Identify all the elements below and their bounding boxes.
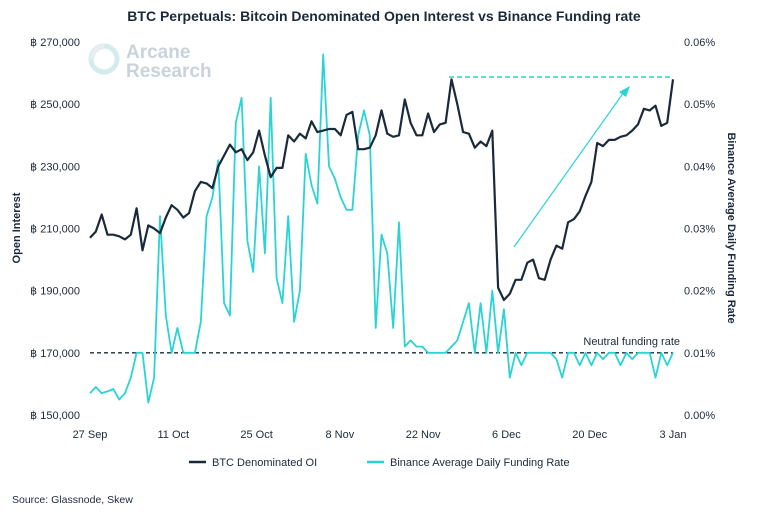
x-axis: 27 Sep 11 Oct 25 Oct 8 Nov 22 Nov 6 Dec 20 Dec… bbox=[73, 429, 687, 441]
y-axis-title: Open Interest bbox=[11, 192, 23, 263]
y2-tick-label: 0.04% bbox=[684, 161, 715, 173]
y-axis-right: 0.00% 0.01% 0.02% 0.03% 0.04% 0.05% 0.06% bbox=[684, 37, 715, 422]
series-layer bbox=[89, 53, 675, 404]
series-line-funding-rate bbox=[89, 53, 674, 404]
legend-label-oi: BTC Denominated OI bbox=[212, 457, 317, 469]
y2-tick-label: 0.01% bbox=[684, 348, 715, 360]
y-tick-label: ฿ 250,000 bbox=[30, 99, 80, 111]
y2-tick-label: 0.03% bbox=[684, 224, 715, 236]
y2-tick-label: 0.06% bbox=[684, 37, 715, 49]
series-line-open-interest bbox=[89, 78, 675, 302]
legend: BTC Denominated OI Binance Average Daily… bbox=[189, 457, 570, 469]
x-tick-label: 27 Sep bbox=[73, 429, 108, 441]
y-tick-label: ฿ 210,000 bbox=[30, 224, 80, 236]
neutral-funding-label: Neutral funding rate bbox=[583, 336, 680, 348]
chart-title: BTC Perpetuals: Bitcoin Denominated Open… bbox=[127, 8, 641, 24]
legend-label-funding: Binance Average Daily Funding Rate bbox=[390, 457, 570, 469]
trend-arrow-shaft bbox=[513, 91, 625, 248]
logo-line1: Arcane bbox=[126, 42, 190, 63]
logo-line2: Research bbox=[126, 61, 212, 82]
y2-tick-label: 0.02% bbox=[684, 286, 715, 298]
x-tick-label: 6 Dec bbox=[492, 429, 521, 441]
y-tick-label: ฿ 150,000 bbox=[30, 410, 80, 422]
arcane-research-logo: Arcane Research bbox=[88, 42, 212, 82]
y2-axis-title: Binance Average Daily Funding Rate bbox=[725, 132, 737, 323]
y2-tick-label: 0.00% bbox=[684, 410, 715, 422]
x-tick-label: 20 Dec bbox=[572, 429, 607, 441]
y-tick-label: ฿ 190,000 bbox=[30, 286, 80, 298]
y-tick-label: ฿ 230,000 bbox=[30, 161, 80, 173]
y-tick-label: ฿ 270,000 bbox=[30, 37, 80, 49]
y2-tick-label: 0.05% bbox=[684, 99, 715, 111]
x-tick-label: 11 Oct bbox=[157, 429, 189, 441]
source-note: Source: Glassnode, Skew bbox=[12, 494, 133, 506]
x-tick-label: 25 Oct bbox=[240, 429, 272, 441]
y-axis-left: ฿ 150,000 ฿ 170,000 ฿ 190,000 ฿ 210,000 ฿ 23… bbox=[30, 37, 80, 422]
trend-arrow-head bbox=[619, 86, 630, 97]
y-tick-label: ฿ 170,000 bbox=[30, 348, 80, 360]
x-tick-label: 3 Jan bbox=[660, 429, 687, 441]
x-tick-label: 8 Nov bbox=[325, 429, 354, 441]
x-tick-label: 22 Nov bbox=[406, 429, 441, 441]
